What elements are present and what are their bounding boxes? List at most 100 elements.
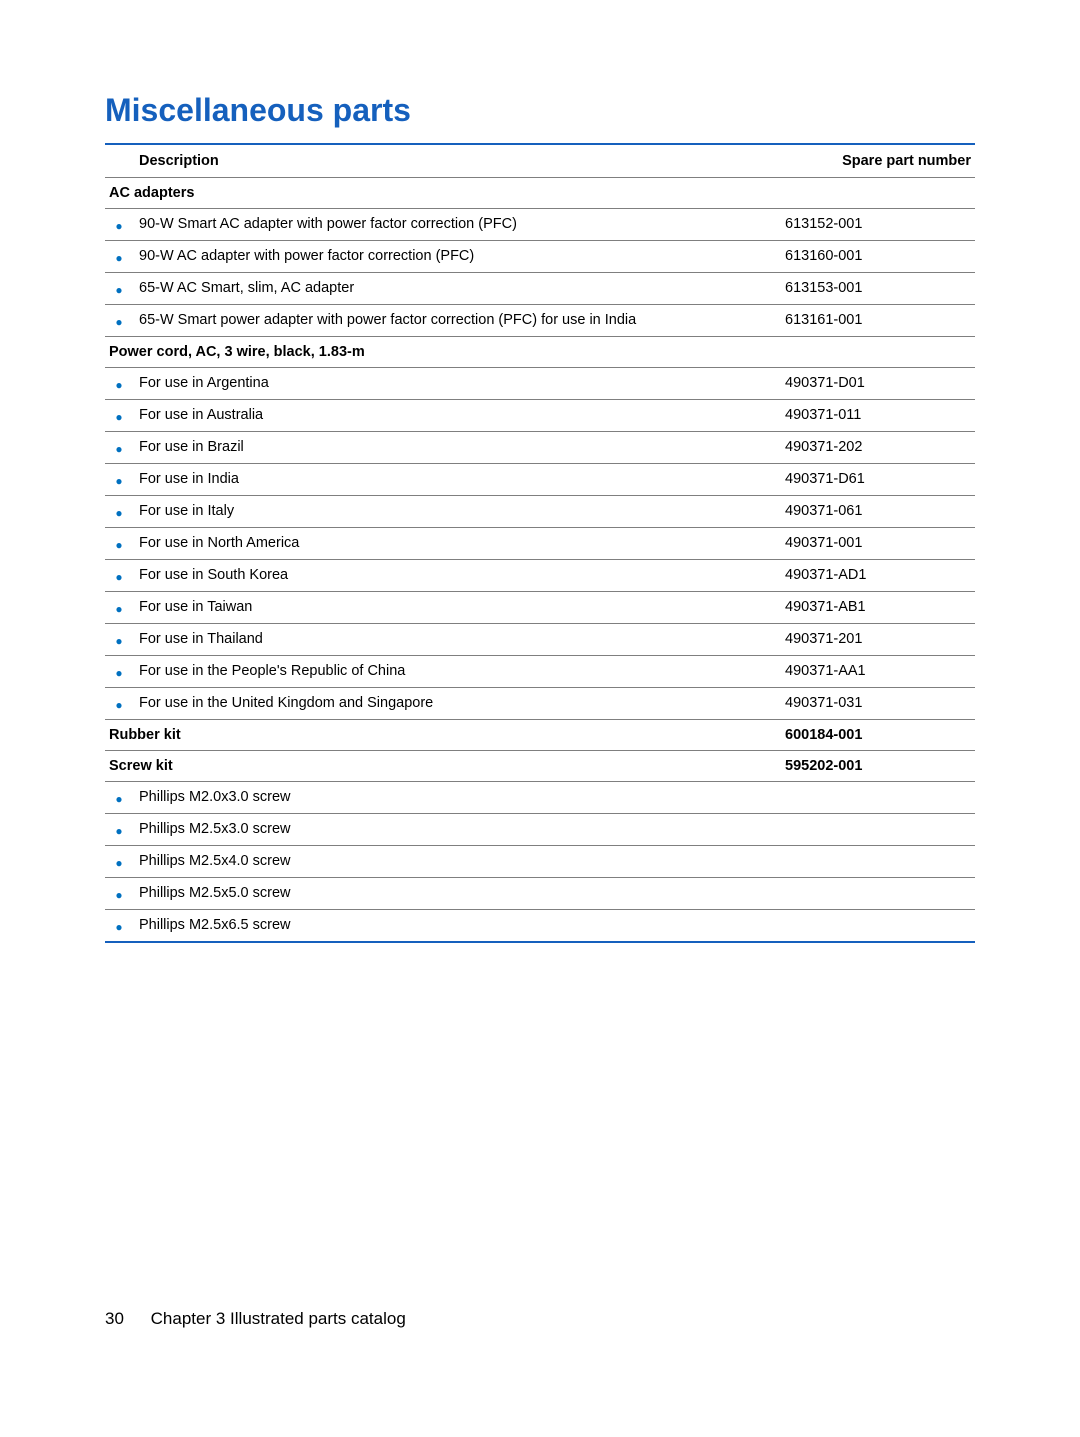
table-row: ●For use in Australia490371-011 (105, 400, 975, 432)
bullet-icon: ● (105, 814, 139, 846)
bullet-icon: ● (105, 464, 139, 496)
subheader-label: Screw kit (105, 751, 785, 782)
part-number: 490371-001 (785, 528, 975, 560)
part-number (785, 910, 975, 943)
item-description: For use in Italy (139, 496, 785, 528)
item-description: For use in Brazil (139, 432, 785, 464)
bullet-icon: ● (105, 305, 139, 337)
bullet-icon: ● (105, 528, 139, 560)
table-row: ●For use in India490371-D61 (105, 464, 975, 496)
table-row: ●For use in South Korea490371-AD1 (105, 560, 975, 592)
bullet-icon: ● (105, 496, 139, 528)
item-description: For use in the United Kingdom and Singap… (139, 688, 785, 720)
item-description: 90-W AC adapter with power factor correc… (139, 241, 785, 273)
item-description: For use in South Korea (139, 560, 785, 592)
section-title: Miscellaneous parts (105, 92, 975, 129)
part-number: 490371-D61 (785, 464, 975, 496)
table-row: ●Phillips M2.5x4.0 screw (105, 846, 975, 878)
part-number: 595202-001 (785, 751, 975, 782)
table-row: ●For use in Thailand490371-201 (105, 624, 975, 656)
table-row: ●Phillips M2.5x6.5 screw (105, 910, 975, 943)
bullet-icon: ● (105, 560, 139, 592)
chapter-label: Chapter 3 Illustrated parts catalog (151, 1309, 406, 1328)
bullet-icon: ● (105, 846, 139, 878)
table-row: ●Phillips M2.5x5.0 screw (105, 878, 975, 910)
bullet-icon: ● (105, 592, 139, 624)
item-description: For use in Taiwan (139, 592, 785, 624)
part-number (785, 178, 975, 209)
table-subheader-row: Power cord, AC, 3 wire, black, 1.83-m (105, 337, 975, 368)
bullet-icon: ● (105, 368, 139, 400)
table-row: ●90-W AC adapter with power factor corre… (105, 241, 975, 273)
part-number: 613161-001 (785, 305, 975, 337)
subheader-label: Rubber kit (105, 720, 785, 751)
part-number: 490371-011 (785, 400, 975, 432)
bullet-icon: ● (105, 782, 139, 814)
item-description: 65-W AC Smart, slim, AC adapter (139, 273, 785, 305)
item-description: For use in the People's Republic of Chin… (139, 656, 785, 688)
parts-table: Description Spare part number AC adapter… (105, 143, 975, 943)
item-description: Phillips M2.5x6.5 screw (139, 910, 785, 943)
part-number: 490371-D01 (785, 368, 975, 400)
bullet-icon: ● (105, 688, 139, 720)
table-row: ●65-W Smart power adapter with power fac… (105, 305, 975, 337)
part-number (785, 782, 975, 814)
subheader-label: Power cord, AC, 3 wire, black, 1.83-m (105, 337, 785, 368)
table-row: ●Phillips M2.0x3.0 screw (105, 782, 975, 814)
table-subheader-row: AC adapters (105, 178, 975, 209)
header-description: Description (139, 144, 785, 178)
bullet-icon: ● (105, 432, 139, 464)
bullet-icon: ● (105, 241, 139, 273)
bullet-icon: ● (105, 656, 139, 688)
bullet-icon: ● (105, 624, 139, 656)
part-number: 613152-001 (785, 209, 975, 241)
item-description: For use in Thailand (139, 624, 785, 656)
bullet-icon: ● (105, 273, 139, 305)
header-part-number: Spare part number (785, 144, 975, 178)
table-row: ●Phillips M2.5x3.0 screw (105, 814, 975, 846)
part-number (785, 814, 975, 846)
part-number: 490371-031 (785, 688, 975, 720)
table-header-row: Description Spare part number (105, 144, 975, 178)
part-number: 613153-001 (785, 273, 975, 305)
part-number (785, 337, 975, 368)
page-footer: 30 Chapter 3 Illustrated parts catalog (105, 1309, 406, 1329)
table-row: ●For use in Argentina490371-D01 (105, 368, 975, 400)
part-number: 490371-AA1 (785, 656, 975, 688)
table-row: ●For use in the People's Republic of Chi… (105, 656, 975, 688)
subheader-label: AC adapters (105, 178, 785, 209)
table-row: ●For use in North America490371-001 (105, 528, 975, 560)
part-number: 613160-001 (785, 241, 975, 273)
item-description: For use in Australia (139, 400, 785, 432)
part-number: 490371-061 (785, 496, 975, 528)
table-row: ●For use in the United Kingdom and Singa… (105, 688, 975, 720)
part-number: 490371-201 (785, 624, 975, 656)
bullet-icon: ● (105, 400, 139, 432)
table-subheader-row: Rubber kit600184-001 (105, 720, 975, 751)
bullet-icon: ● (105, 878, 139, 910)
table-row: ●For use in Taiwan490371-AB1 (105, 592, 975, 624)
table-subheader-row: Screw kit595202-001 (105, 751, 975, 782)
part-number: 600184-001 (785, 720, 975, 751)
item-description: Phillips M2.5x4.0 screw (139, 846, 785, 878)
part-number: 490371-202 (785, 432, 975, 464)
bullet-icon: ● (105, 209, 139, 241)
part-number (785, 878, 975, 910)
table-row: ●90-W Smart AC adapter with power factor… (105, 209, 975, 241)
item-description: Phillips M2.5x3.0 screw (139, 814, 785, 846)
part-number (785, 846, 975, 878)
item-description: 65-W Smart power adapter with power fact… (139, 305, 785, 337)
item-description: Phillips M2.0x3.0 screw (139, 782, 785, 814)
table-row: ●For use in Italy490371-061 (105, 496, 975, 528)
item-description: For use in Argentina (139, 368, 785, 400)
page-number: 30 (105, 1309, 124, 1328)
table-row: ●65-W AC Smart, slim, AC adapter613153-0… (105, 273, 975, 305)
item-description: For use in India (139, 464, 785, 496)
part-number: 490371-AD1 (785, 560, 975, 592)
bullet-icon: ● (105, 910, 139, 943)
table-row: ●For use in Brazil490371-202 (105, 432, 975, 464)
part-number: 490371-AB1 (785, 592, 975, 624)
item-description: For use in North America (139, 528, 785, 560)
item-description: Phillips M2.5x5.0 screw (139, 878, 785, 910)
item-description: 90-W Smart AC adapter with power factor … (139, 209, 785, 241)
